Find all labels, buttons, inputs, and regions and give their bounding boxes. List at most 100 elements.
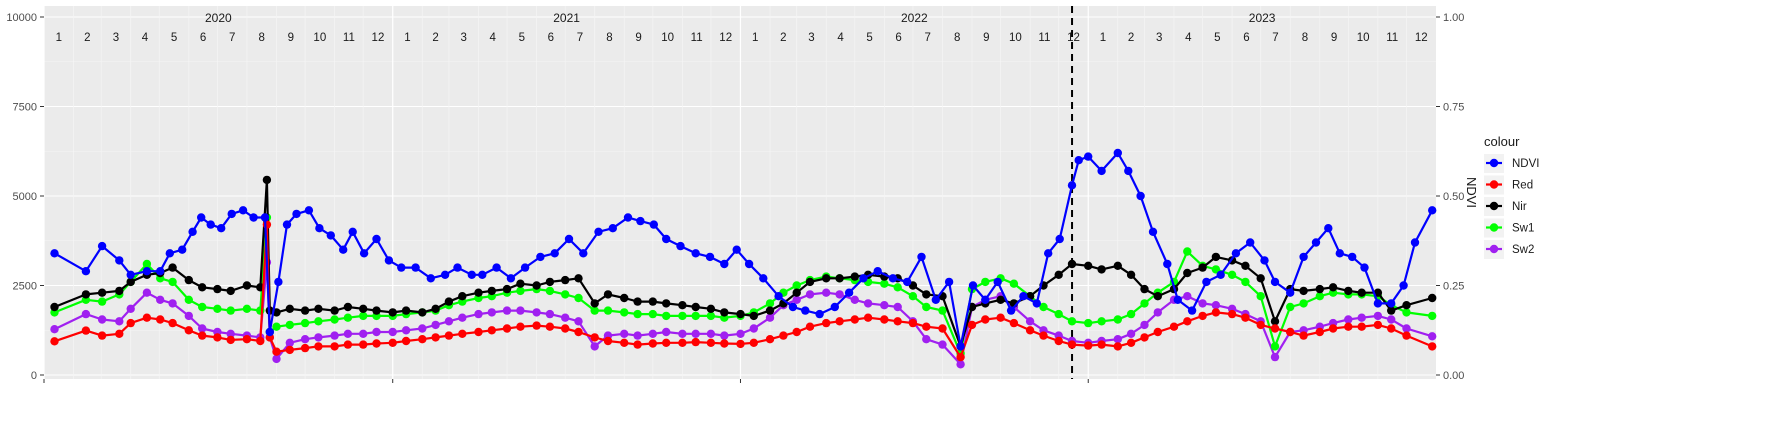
data-point-sw1 — [359, 311, 368, 321]
data-point-ndvi — [691, 249, 700, 258]
data-point-ndvi — [1360, 263, 1369, 272]
year-strips: 2020 2021 2022 2023 — [205, 11, 1276, 25]
data-point-nir — [691, 302, 700, 312]
month-label: 4 — [490, 32, 497, 44]
data-point-red — [706, 338, 716, 347]
data-point-red — [487, 326, 496, 335]
data-point-ndvi — [662, 234, 671, 244]
data-point-sw2 — [574, 317, 583, 326]
month-label: 2 — [84, 32, 90, 44]
data-point-nir — [922, 290, 931, 299]
data-point-nir — [590, 299, 599, 308]
data-point-sw1 — [908, 292, 918, 301]
data-point-red — [822, 318, 831, 328]
data-point-nir — [401, 306, 411, 315]
month-label: 11 — [691, 32, 703, 44]
x-axis — [43, 379, 1089, 383]
data-point-red — [863, 313, 873, 322]
data-point-sw1 — [142, 259, 152, 269]
data-point-sw1 — [1039, 302, 1048, 312]
data-point-ndvi — [206, 220, 215, 229]
data-point-ndvi — [520, 263, 530, 272]
data-point-ndvi — [1410, 238, 1420, 247]
data-point-sw2 — [502, 306, 512, 315]
month-label: 1 — [56, 32, 62, 44]
data-point-ndvi — [1113, 148, 1123, 158]
data-point-nir — [502, 284, 512, 294]
data-point-sw2 — [487, 308, 496, 317]
data-point-red — [115, 329, 124, 338]
data-point-red — [213, 333, 222, 342]
data-point-sw2 — [662, 327, 671, 337]
data-point-nir — [431, 304, 440, 313]
data-point-red — [1373, 320, 1383, 330]
data-point-ndvi — [1246, 238, 1255, 247]
data-point-nir — [850, 272, 859, 281]
data-point-red — [431, 333, 440, 342]
data-point-sw1 — [706, 311, 716, 321]
y-left-tick-label: 2500 — [13, 281, 37, 293]
data-point-red — [1428, 342, 1437, 351]
data-point-red — [603, 336, 613, 346]
data-point-sw1 — [691, 311, 700, 321]
data-point-red — [1344, 322, 1353, 331]
data-point-sw1 — [97, 297, 107, 306]
data-point-red — [736, 339, 745, 349]
data-point-red — [1054, 336, 1063, 346]
data-point-nir — [1183, 268, 1192, 278]
data-point-sw1 — [561, 290, 570, 299]
data-point-ndvi — [903, 277, 912, 287]
data-point-red — [343, 340, 353, 349]
data-point-ndvi — [1348, 252, 1357, 262]
data-point-red — [835, 317, 844, 326]
data-point-nir — [50, 302, 59, 312]
data-point-nir — [678, 301, 687, 310]
data-point-sw2 — [938, 340, 947, 349]
month-label: 4 — [837, 32, 844, 44]
data-point-sw2 — [50, 325, 59, 334]
data-point-red — [359, 340, 368, 349]
data-point-nir — [359, 304, 368, 313]
data-point-sw1 — [1286, 302, 1295, 312]
data-point-sw2 — [633, 331, 642, 340]
y-left-tick-label: 10000 — [6, 12, 37, 24]
data-point-nir — [1198, 263, 1207, 272]
data-point-ndvi — [359, 249, 369, 258]
data-point-ndvi — [1216, 270, 1225, 279]
data-point-sw2 — [620, 329, 629, 338]
data-point-ndvi — [217, 224, 226, 233]
data-point-nir — [1344, 286, 1353, 296]
data-point-red — [1270, 324, 1280, 333]
month-label: 7 — [229, 32, 235, 44]
data-point-nir — [561, 275, 570, 285]
data-point-ndvi — [292, 209, 301, 219]
data-point-red — [620, 338, 629, 347]
data-point-ndvi — [1373, 299, 1383, 308]
data-point-ndvi — [384, 256, 394, 265]
data-point-sw2 — [474, 309, 483, 319]
data-point-ndvi — [411, 263, 420, 272]
data-point-sw1 — [981, 277, 990, 287]
data-point-sw1 — [1402, 308, 1411, 317]
data-point-red — [226, 335, 235, 345]
data-point-sw2 — [822, 288, 831, 297]
data-point-nir — [213, 284, 222, 294]
data-point-nir — [574, 274, 583, 283]
data-point-ndvi — [478, 270, 487, 279]
data-point-sw1 — [678, 311, 687, 321]
data-point-sw2 — [1270, 352, 1280, 362]
data-point-nir — [1256, 274, 1265, 283]
data-point-sw2 — [1387, 315, 1396, 324]
data-point-ndvi — [81, 267, 91, 276]
data-point-sw1 — [184, 295, 193, 304]
data-point-sw2 — [922, 335, 931, 344]
data-point-ndvi — [815, 309, 824, 319]
data-point-red — [561, 324, 570, 333]
data-point-nir — [444, 297, 454, 306]
month-label: 9 — [983, 32, 989, 44]
data-point-red — [50, 337, 59, 346]
data-point-red — [996, 313, 1005, 322]
data-point-nir — [487, 286, 496, 296]
data-point-ndvi — [1006, 306, 1016, 315]
